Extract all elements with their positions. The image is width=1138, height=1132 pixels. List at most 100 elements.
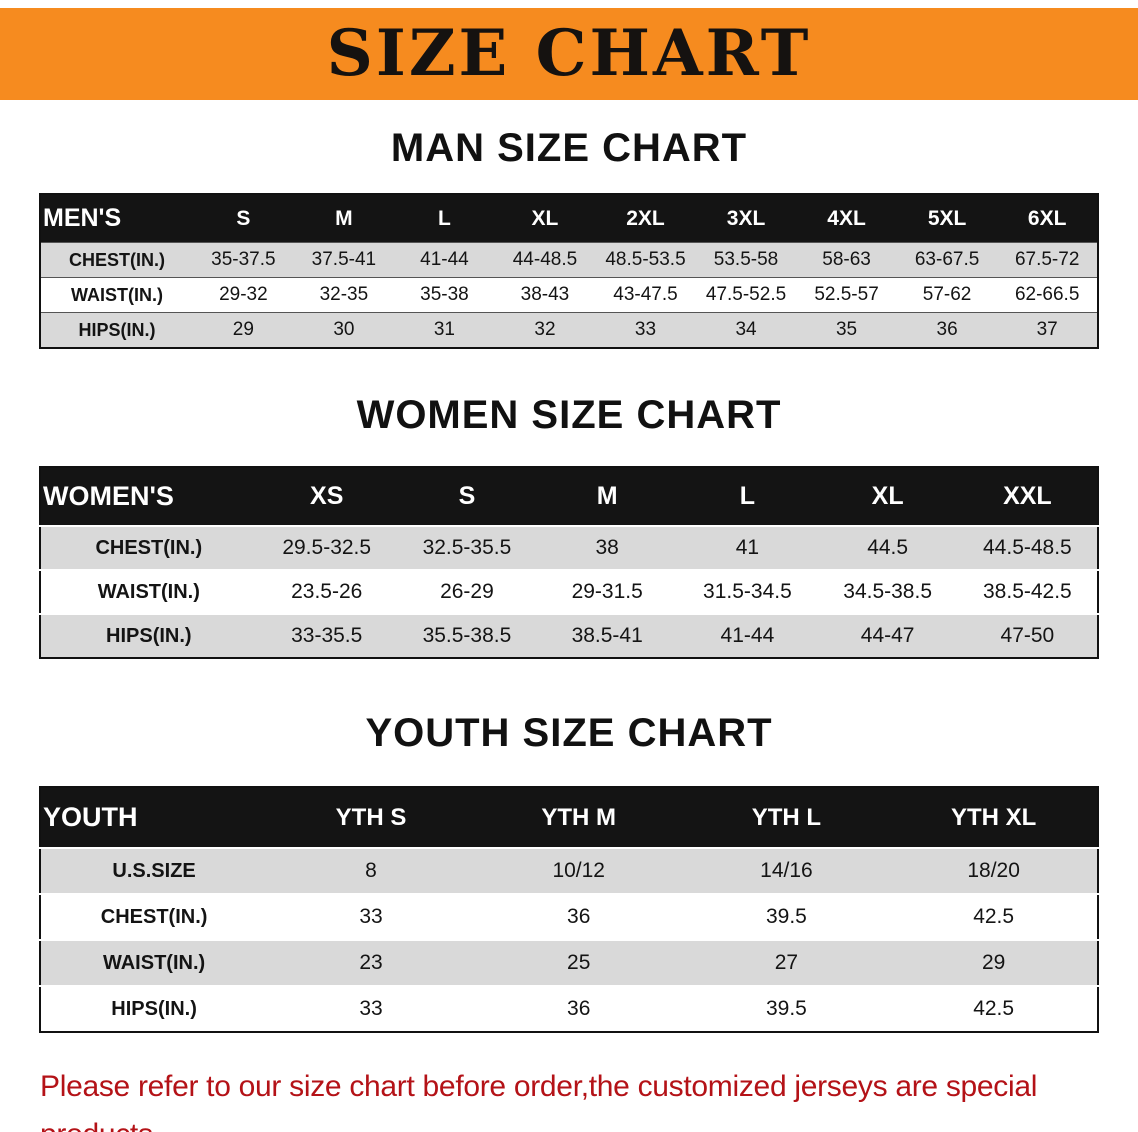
table-cell: 14/16	[760, 859, 813, 882]
table-cell: 44.5-48.5	[983, 536, 1072, 559]
column-header: YTH S	[335, 803, 407, 831]
table-cell: 47.5-52.5	[705, 284, 787, 305]
table-cell: 38.5-42.5	[983, 580, 1072, 603]
table-cell: 38.5-41	[571, 624, 643, 647]
column-header: XXL	[1003, 482, 1052, 510]
women-size-table: WOMEN'S XS S M L XL XXL CHEST(IN.) 29.5-32.5 32.5…	[39, 466, 1099, 659]
table-cell: 25	[567, 951, 591, 974]
table-cell: 48.5-53.5	[605, 249, 686, 270]
column-header: 4XL	[827, 206, 866, 230]
table-cell: 58-63	[822, 249, 871, 270]
table-cell: 37.5-41	[311, 249, 377, 270]
table-cell: 35	[835, 319, 858, 340]
column-header: YTH L	[751, 803, 822, 831]
table-cell: 44-47	[860, 624, 915, 647]
table-cell: 39.5	[765, 997, 807, 1020]
table-cell: 41-44	[720, 624, 775, 647]
youth-size-section: YOUTH SIZE CHART YOUTH YTH S YTH M YTH L YTH …	[0, 711, 1138, 1033]
table-cell: 27	[774, 951, 799, 974]
column-header: YTH XL	[950, 803, 1037, 831]
column-header: L	[739, 482, 756, 510]
table-cell: 31	[433, 319, 455, 340]
table-cell: 30	[333, 319, 355, 340]
column-header: 3XL	[726, 206, 766, 230]
table-cell: 63-67.5	[914, 249, 980, 270]
table-cell: 39.5	[765, 905, 807, 928]
page-title: SIZE CHART	[326, 16, 812, 91]
table-cell: 57-62	[922, 284, 972, 305]
table-cell: 18/20	[967, 859, 1020, 882]
column-header: 2XL	[626, 206, 665, 230]
table-cell: 29-31.5	[571, 580, 643, 603]
table-row: HIPS(IN.) 33 36 39.5 42.5	[40, 986, 1098, 1032]
table-cell: 41-44	[420, 249, 469, 270]
table-cell: 33	[634, 319, 657, 340]
disclaimer-line-1: Please refer to our size chart before or…	[40, 1070, 1038, 1132]
men-section-heading: MAN SIZE CHART	[390, 126, 748, 170]
table-cell: 26-29	[440, 580, 494, 603]
column-header: XL	[871, 482, 904, 510]
row-label: WAIST(IN.)	[71, 284, 164, 305]
table-cell: 32.5-35.5	[422, 536, 512, 559]
women-table-label: WOMEN'S	[43, 481, 174, 511]
table-cell: 33-35.5	[291, 624, 363, 647]
table-cell: 44.5	[867, 536, 909, 559]
table-header-row: YOUTH YTH S YTH M YTH L YTH XL	[40, 787, 1098, 848]
table-row: WAIST(IN.) 23.5-26 26-29 29-31.5 31.5-34.5 34…	[40, 570, 1098, 614]
table-cell: 42.5	[973, 997, 1015, 1020]
row-label: HIPS(IN.)	[78, 319, 156, 340]
column-header: S	[458, 482, 476, 510]
table-cell: 44-48.5	[512, 249, 578, 270]
table-cell: 37	[1036, 319, 1058, 340]
column-header: 6XL	[1027, 206, 1067, 230]
table-cell: 32-35	[319, 284, 369, 305]
table-cell: 8	[365, 859, 377, 882]
column-header: S	[236, 206, 251, 230]
table-cell: 38	[595, 536, 619, 559]
table-cell: 38-43	[520, 284, 570, 305]
column-header: L	[438, 206, 451, 230]
table-cell: 31.5-34.5	[703, 580, 792, 603]
table-cell: 29	[981, 951, 1006, 974]
table-cell: 34	[735, 319, 757, 340]
table-row: WAIST(IN.) 29-32 32-35 35-38 38-43 43-47.5 47.…	[40, 277, 1098, 313]
table-cell: 47-50	[1000, 624, 1055, 647]
table-cell: 35-38	[420, 284, 469, 305]
column-header: M	[596, 482, 618, 510]
table-row: WAIST(IN.) 23 25 27 29	[40, 940, 1098, 986]
youth-section-heading: YOUTH SIZE CHART	[365, 711, 773, 755]
column-header: 5XL	[927, 206, 967, 230]
table-cell: 33	[359, 997, 383, 1020]
row-label: CHEST(IN.)	[100, 905, 208, 928]
table-cell: 34.5-38.5	[843, 580, 933, 603]
table-row: HIPS(IN.) 33-35.5 35.5-38.5 38.5-41 41-44 44-…	[40, 614, 1098, 658]
table-row: U.S.SIZE 8 10/12 14/16 18/20	[40, 848, 1098, 894]
table-cell: 29.5-32.5	[282, 536, 372, 559]
table-header-row: MEN'S S M L XL 2XL 3XL 4XL 5XL 6XL	[40, 194, 1098, 243]
table-cell: 67.5-72	[1014, 249, 1080, 270]
table-cell: 23	[359, 951, 383, 974]
column-header: XL	[531, 206, 559, 230]
row-label: CHEST(IN.)	[69, 249, 166, 270]
table-cell: 53.5-58	[713, 249, 779, 270]
column-header: M	[335, 206, 353, 230]
men-table-label: MEN'S	[43, 204, 122, 232]
disclaimer: Please refer to our size chart before or…	[40, 1063, 1138, 1132]
table-cell: 35-37.5	[211, 249, 276, 270]
row-label: HIPS(IN.)	[106, 624, 192, 647]
table-cell: 33	[359, 905, 383, 928]
table-cell: 29-32	[219, 284, 268, 305]
table-cell: 23.5-26	[291, 580, 363, 603]
banner: SIZE CHART	[0, 8, 1138, 100]
size-tables: MAN SIZE CHART MEN'S S M L XL 2XL 3XL 4XL 5XL 6XL C…	[0, 126, 1138, 1033]
table-cell: 41	[735, 536, 760, 559]
table-row: CHEST(IN.) 29.5-32.5 32.5-35.5 38 41 44.5 44.5…	[40, 526, 1098, 570]
table-row: CHEST(IN.) 33 36 39.5 42.5	[40, 894, 1098, 940]
table-cell: 62-66.5	[1014, 284, 1080, 305]
row-label: WAIST(IN.)	[97, 580, 200, 603]
row-label: WAIST(IN.)	[102, 951, 206, 974]
table-cell: 32	[534, 319, 556, 340]
men-size-section: MAN SIZE CHART MEN'S S M L XL 2XL 3XL 4XL 5XL 6XL C…	[0, 126, 1138, 349]
table-cell: 36	[936, 319, 958, 340]
